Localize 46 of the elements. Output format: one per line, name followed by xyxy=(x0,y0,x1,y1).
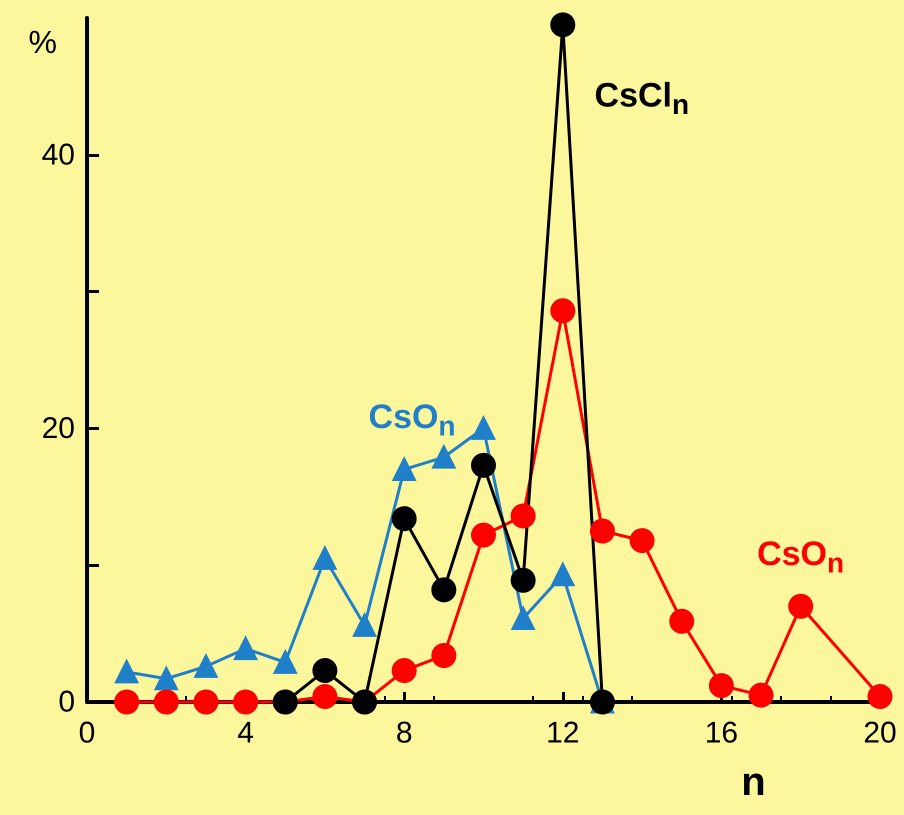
y-tick-label: 0 xyxy=(58,686,75,718)
point xyxy=(868,684,892,710)
point xyxy=(234,637,258,660)
point xyxy=(431,577,456,602)
point xyxy=(233,690,258,714)
point xyxy=(392,506,417,532)
x-axis-title: n xyxy=(741,760,766,804)
point xyxy=(551,563,574,586)
x-tick-label: 16 xyxy=(704,716,738,750)
point xyxy=(154,667,178,690)
x-tick-label: 8 xyxy=(396,716,413,750)
x-tick-label: 20 xyxy=(863,716,897,750)
point xyxy=(392,458,416,481)
point xyxy=(431,642,456,668)
point xyxy=(590,518,615,544)
x-tick-label: 0 xyxy=(78,716,96,750)
point xyxy=(630,528,655,554)
point xyxy=(512,607,535,630)
point xyxy=(154,690,179,714)
point xyxy=(510,503,536,528)
x-tick-label: 4 xyxy=(237,716,254,750)
point xyxy=(708,673,734,698)
point xyxy=(669,608,694,634)
point xyxy=(392,658,417,684)
point xyxy=(788,594,814,619)
point xyxy=(313,546,336,570)
x-tick-label: 12 xyxy=(546,716,580,750)
y-tick-label: 20 xyxy=(42,412,75,445)
point xyxy=(353,614,376,637)
point xyxy=(472,416,495,440)
y-tick-label: 40 xyxy=(42,138,75,172)
point xyxy=(115,660,138,684)
point xyxy=(193,690,218,714)
point xyxy=(114,690,140,714)
point xyxy=(510,568,536,593)
point xyxy=(550,298,576,324)
point xyxy=(471,522,496,548)
point xyxy=(471,452,496,478)
point xyxy=(550,12,576,38)
point xyxy=(432,446,456,469)
y-axis-title: % xyxy=(28,24,57,60)
point xyxy=(274,650,297,674)
point xyxy=(312,658,338,684)
point xyxy=(194,654,218,678)
point xyxy=(312,684,338,710)
point xyxy=(748,682,774,708)
